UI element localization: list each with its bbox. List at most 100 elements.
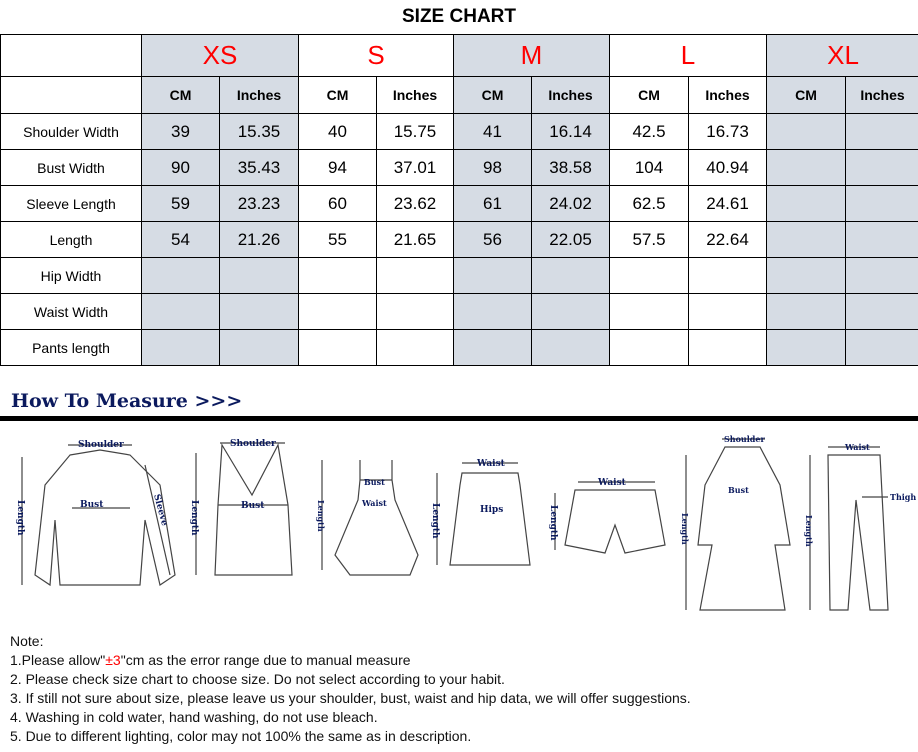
cell-value: 21.65	[376, 221, 454, 258]
cell-value	[845, 149, 918, 186]
note-4: 4. Washing in cold water, hand washing, …	[10, 709, 378, 725]
cell-value	[766, 185, 847, 222]
label-bust: Bust	[364, 477, 385, 487]
cell-value: 42.5	[609, 113, 690, 150]
note-1-text: 1.Please allow"	[10, 652, 106, 668]
table-row: Sleeve Length 59 23.23 60 23.62 61 24.02 62.5 24…	[0, 185, 918, 222]
size-header-xs: XS	[141, 34, 299, 77]
row-label: Waist Width	[0, 293, 142, 330]
label-shoulder: Shoulder	[78, 440, 124, 450]
cell-value	[376, 293, 454, 330]
cell-value	[219, 293, 299, 330]
cell-value	[688, 293, 768, 330]
cell-value: 60	[298, 185, 377, 222]
divider	[0, 416, 918, 421]
unit-header: Inches	[688, 76, 768, 114]
cell-value: 15.35	[219, 113, 299, 150]
label-sleeve: Sleeve	[151, 493, 169, 527]
cell-value: 21.26	[219, 221, 299, 258]
coat-diagram: Shoulder Bust Length	[680, 434, 791, 611]
unit-header: CM	[298, 76, 377, 114]
note-1-text-end: "cm as the error range due to manual mea…	[120, 652, 411, 668]
cell-value: 39	[141, 113, 220, 150]
label-length: Length	[804, 515, 814, 547]
unit-header: Inches	[219, 76, 299, 114]
unit-header: CM	[609, 76, 690, 114]
cell-value: 38.58	[530, 149, 611, 186]
cell-value	[453, 293, 532, 330]
cell-value	[845, 329, 918, 366]
cell-value: 24.02	[530, 185, 611, 222]
cell-value	[219, 329, 299, 366]
row-label: Shoulder Width	[0, 113, 142, 150]
cell-value	[845, 221, 918, 258]
cell-value: 40.94	[688, 149, 768, 186]
skirt-diagram: Waist Hips Length	[430, 459, 531, 566]
measurement-diagrams: Shoulder Bust Length Sleeve Shoulder Bus…	[15, 434, 916, 611]
cell-value: 23.62	[376, 185, 454, 222]
notes-heading: Note:	[10, 633, 44, 649]
table-row: Shoulder Width 39 15.35 40 15.75 41 16.14 42.5 1…	[0, 113, 918, 150]
unit-header: CM	[453, 76, 532, 114]
cell-value	[376, 329, 454, 366]
cell-value: 104	[609, 149, 690, 186]
cell-value	[298, 329, 377, 366]
cell-value: 90	[141, 149, 220, 186]
note-2: 2. Please check size chart to choose siz…	[10, 671, 505, 687]
cell-value	[609, 257, 690, 294]
label-hips: Hips	[480, 505, 503, 515]
cell-value	[766, 329, 847, 366]
cell-value	[609, 329, 690, 366]
row-label: Pants length	[0, 329, 142, 366]
cell-value: 37.01	[376, 149, 454, 186]
cell-value: 41	[453, 113, 532, 150]
row-label: Bust Width	[0, 149, 142, 186]
cell-value	[376, 257, 454, 294]
row-label: Length	[0, 221, 142, 258]
cell-value: 56	[453, 221, 532, 258]
shorts-diagram: Waist Length	[548, 478, 666, 554]
blouse-diagram: Shoulder Bust Length Sleeve	[15, 440, 176, 587]
label-waist: Waist	[844, 442, 870, 452]
cell-value	[845, 257, 918, 294]
dress-diagram: Bust Waist Length	[316, 460, 419, 576]
row-label: Sleeve Length	[0, 185, 142, 222]
label-bust: Bust	[80, 500, 104, 510]
corner-cell	[0, 76, 142, 114]
cell-value	[845, 185, 918, 222]
label-thigh: Thigh	[890, 492, 916, 502]
unit-header: Inches	[376, 76, 454, 114]
label-waist: Waist	[597, 478, 627, 488]
cell-value: 40	[298, 113, 377, 150]
label-length: Length	[680, 513, 690, 545]
cell-value: 94	[298, 149, 377, 186]
cell-value	[766, 113, 847, 150]
cell-value	[530, 257, 611, 294]
unit-header: Inches	[845, 76, 918, 114]
cell-value: 15.75	[376, 113, 454, 150]
cell-value	[141, 257, 220, 294]
cell-value: 16.14	[530, 113, 611, 150]
vest-diagram: Shoulder Bust Length	[189, 439, 293, 576]
note-1-tolerance: ±3	[105, 652, 121, 668]
cell-value	[298, 293, 377, 330]
size-chart-title: SIZE CHART	[402, 6, 516, 27]
cell-value	[766, 149, 847, 186]
cell-value	[845, 293, 918, 330]
cell-value	[766, 257, 847, 294]
cell-value	[609, 293, 690, 330]
cell-value	[530, 293, 611, 330]
label-waist: Waist	[476, 459, 506, 469]
cell-value	[141, 329, 220, 366]
label-bust: Bust	[241, 501, 265, 511]
cell-value	[141, 293, 220, 330]
cell-value: 23.23	[219, 185, 299, 222]
cell-value	[453, 257, 532, 294]
label-length: Length	[15, 500, 25, 536]
unit-header: CM	[766, 76, 847, 114]
table-row: Pants length	[0, 329, 918, 366]
label-length: Length	[189, 500, 199, 536]
size-header-l: L	[609, 34, 768, 77]
cell-value	[219, 257, 299, 294]
cell-value	[688, 329, 768, 366]
